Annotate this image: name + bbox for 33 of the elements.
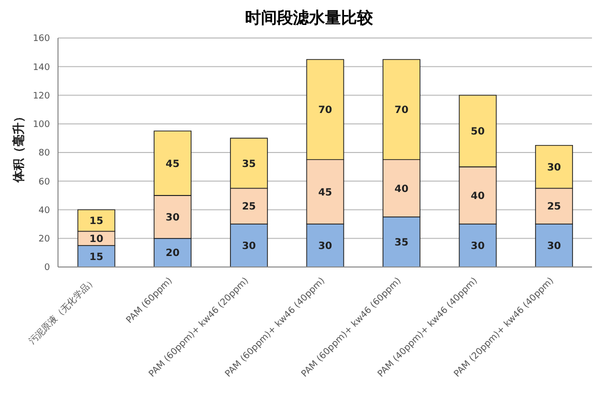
data-label: 30 — [470, 241, 485, 252]
data-label: 35 — [394, 238, 408, 249]
y-tick-label: 100 — [32, 120, 50, 130]
data-label: 40 — [394, 184, 408, 195]
y-tick-label: 120 — [32, 91, 50, 102]
y-tick-label: 80 — [38, 148, 50, 159]
data-label: 70 — [394, 105, 408, 116]
y-tick-label: 20 — [38, 234, 50, 245]
data-label: 30 — [547, 162, 562, 174]
data-label: 30 — [242, 241, 256, 252]
data-label: 70 — [318, 105, 332, 116]
data-label: 30 — [318, 241, 332, 252]
data-label: 10 — [89, 234, 104, 245]
data-label: 30 — [166, 212, 180, 224]
data-label: 25 — [242, 202, 256, 213]
chart-title: 时间段滤水量比较 — [244, 8, 374, 29]
y-tick-label: 60 — [38, 177, 50, 188]
y-tick-label: 140 — [32, 62, 50, 73]
y-axis-title: 体积（毫升） — [11, 110, 26, 184]
y-tick-label: 0 — [44, 263, 50, 274]
x-tick-label: 污泥原液（无化学品） — [26, 275, 98, 347]
data-label: 45 — [166, 158, 180, 170]
data-label: 30 — [547, 241, 562, 252]
data-label: 15 — [89, 216, 104, 228]
data-label: 45 — [318, 187, 332, 198]
data-label: 15 — [89, 252, 104, 263]
data-label: 40 — [470, 190, 485, 202]
data-label: 25 — [547, 202, 562, 213]
y-tick-label: 40 — [38, 206, 50, 216]
data-label: 50 — [470, 126, 485, 138]
y-tick-label: 160 — [32, 34, 50, 44]
data-label: 20 — [166, 248, 180, 260]
data-label: 35 — [242, 158, 256, 170]
